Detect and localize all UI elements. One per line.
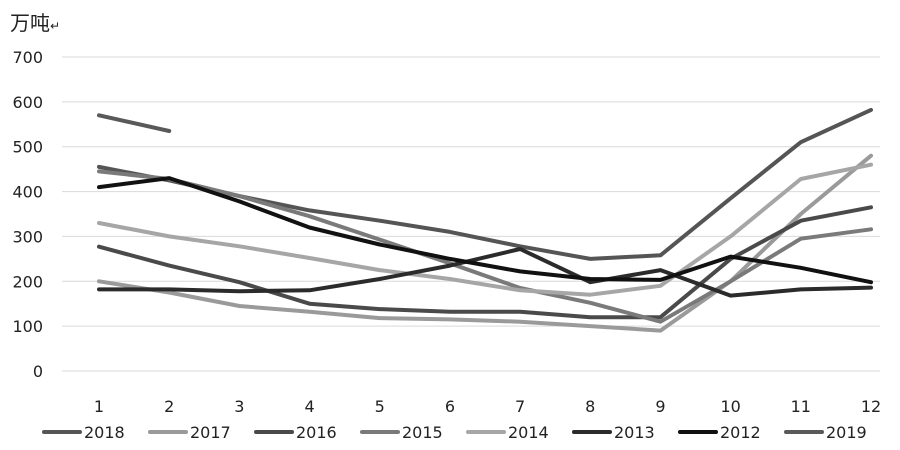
y-tick-label: 400 [12, 183, 43, 202]
x-tick-label: 5 [375, 397, 385, 416]
x-tick-label: 9 [655, 397, 665, 416]
legend-label-2013: 2013 [614, 423, 655, 442]
x-tick-label: 10 [720, 397, 740, 416]
legend-label-2016: 2016 [296, 423, 337, 442]
x-axis-ticks: 1 2 3 4 5 6 7 8 9 10 11 12 [94, 397, 881, 416]
x-tick-label: 3 [234, 397, 244, 416]
x-tick-label: 11 [791, 397, 811, 416]
y-tick-label: 500 [12, 138, 43, 157]
legend-label-2018: 2018 [84, 423, 125, 442]
y-tick-label: 600 [12, 93, 43, 112]
unit-label-mark: ↵ [50, 19, 60, 33]
x-tick-label: 1 [94, 397, 104, 416]
series-line-2016 [97, 205, 873, 320]
y-tick-label: 300 [12, 227, 43, 246]
x-tick-label: 2 [164, 397, 174, 416]
series-line-2013 [97, 247, 873, 298]
series-line-2017 [97, 153, 873, 333]
legend-label-2019: 2019 [826, 423, 867, 442]
legend-label-2015: 2015 [402, 423, 443, 442]
legend-label-2014: 2014 [508, 423, 549, 442]
series-lines [97, 107, 873, 333]
y-axis-unit-label: 万吨↵ [10, 11, 60, 35]
series-line-2014 [97, 162, 873, 297]
unit-label-text: 万吨 [10, 11, 50, 35]
series-line-2012 [97, 176, 873, 285]
legend-label-2017: 2017 [190, 423, 231, 442]
x-tick-label: 12 [861, 397, 881, 416]
y-tick-label: 200 [12, 272, 43, 291]
legend: 2018 2017 2016 2015 2014 2013 2012 2019 [42, 423, 867, 442]
series-line-2015 [97, 169, 873, 324]
x-tick-label: 4 [304, 397, 314, 416]
legend-label-2012: 2012 [720, 423, 761, 442]
series-line-2019 [97, 113, 172, 133]
x-tick-label: 6 [445, 397, 455, 416]
x-tick-label: 8 [585, 397, 595, 416]
y-axis-ticks: 0 100 200 300 400 500 600 700 [12, 48, 43, 381]
y-tick-label: 700 [12, 48, 43, 67]
y-tick-label: 0 [33, 362, 43, 381]
x-tick-label: 7 [515, 397, 525, 416]
y-tick-label: 100 [12, 317, 43, 336]
